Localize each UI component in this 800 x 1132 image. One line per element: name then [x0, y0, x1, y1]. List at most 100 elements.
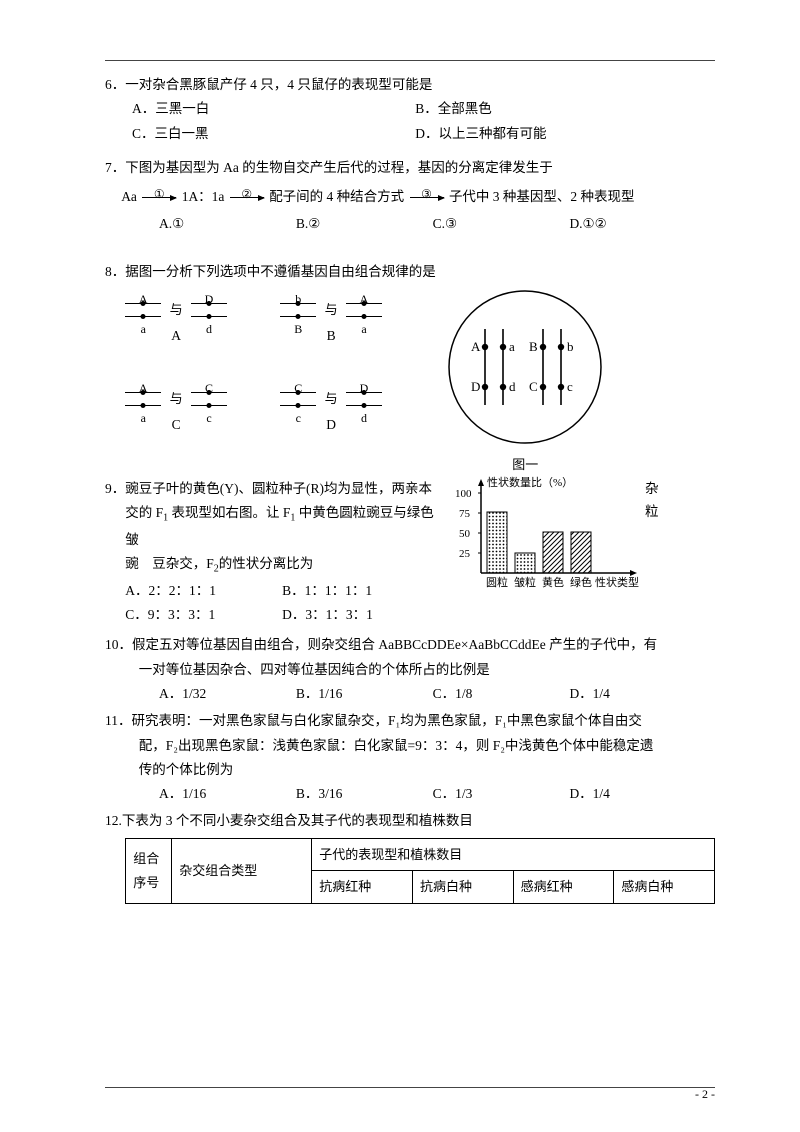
q7-flow: Aa ① 1A：1a ② 配子间的 4 种结合方式 ③ 子代中 3 种基因型、2… — [105, 184, 715, 208]
q12-table-wrap: 组合序号 杂交组合类型 子代的表现型和植株数目 抗病红种 抗病白种 感病红种 感… — [105, 838, 715, 904]
q6-c: C．三白一黑 — [132, 122, 412, 146]
svg-text:A: A — [471, 339, 481, 354]
q7-t1: Aa — [121, 185, 137, 209]
svg-text:圆粒: 圆粒 — [486, 575, 508, 589]
q9-chart: 性状数量比（%） 25 50 75 100 圆粒 皱粒 黄色 绿色 — [453, 473, 643, 606]
chrom-label: a — [361, 319, 366, 341]
question-8: 8．据图一分析下列选项中不遵循基因自由组合规律的是 A a 与 D d A b — [105, 260, 715, 472]
q9-a: A．2：2：1：1 — [125, 579, 278, 603]
chrom-label: b — [295, 289, 301, 311]
q8-pair-d: C c 与 D d D — [280, 386, 382, 438]
q9-opts2: C．9：3：3：1 D．3：1：3：1 — [105, 603, 445, 627]
q11-d: D．1/4 — [569, 782, 702, 806]
table-row: 组合序号 杂交组合类型 子代的表现型和植株数目 — [126, 838, 715, 870]
q9-b: B．1：1：1：1 — [282, 579, 435, 603]
chrom-label: A — [139, 289, 148, 311]
chrom-label: c — [296, 408, 301, 430]
svg-text:75: 75 — [459, 508, 471, 520]
q11-options: A．1/16 B．3/16 C．1/3 D．1/4 — [105, 782, 715, 806]
q7-arrow-3: ③ — [408, 185, 446, 209]
q10-options: A．1/32 B．1/16 C．1/8 D．1/4 — [105, 682, 715, 706]
chrom-label: d — [206, 319, 212, 341]
chrom-label: a — [141, 319, 146, 341]
q12-c3: 感病红种 — [513, 871, 614, 903]
chrom-label: D — [205, 289, 214, 311]
q9-line2: 交的 F1 表现型如右图。让 F1 中黄色圆粒豌豆与绿色皱 — [105, 501, 445, 552]
q12-c2: 抗病白种 — [412, 871, 513, 903]
q10-c: C．1/8 — [433, 682, 566, 706]
q9-line3: 豌 豆杂交，F2的性状分离比为 — [105, 552, 445, 579]
q9-rt2: 粒 — [645, 500, 659, 524]
q12-stem: 12.下表为 3 个不同小麦杂交组合及其子代的表现型和植株数目 — [105, 809, 715, 833]
q8-pair-c: A a 与 C c C — [125, 386, 227, 438]
q7-a: A.① — [159, 212, 292, 236]
q7-options: A.① B.② C.③ D.①② — [105, 212, 715, 236]
q12-c1: 抗病红种 — [312, 871, 413, 903]
svg-text:a: a — [509, 339, 515, 354]
q11-b: B．3/16 — [296, 782, 429, 806]
chrom-label: C — [294, 378, 302, 400]
q12-h2: 杂交组合类型 — [172, 838, 312, 903]
q7-stem: 7．下图为基因型为 Aa 的生物自交产生后代的过程，基因的分离定律发生于 — [105, 156, 715, 180]
q10-b: B．1/16 — [296, 682, 429, 706]
q9-d: D．3：1：3：1 — [282, 603, 435, 627]
q10-stem2: 一对等位基因杂合、四对等位基因纯合的个体所占的比例是 — [105, 658, 715, 682]
q11-a: A．1/16 — [159, 782, 292, 806]
q7-arrow-1: ① — [140, 185, 178, 209]
chrom-label: a — [141, 408, 146, 430]
q9-line1: 9．豌豆子叶的黄色(Y)、圆粒种子(R)均为显性，两亲本 — [105, 477, 445, 501]
q8-diagrams: A a 与 D d A b B 与 A a — [125, 291, 715, 473]
chrom-label: A — [360, 289, 369, 311]
q12-c4: 感病白种 — [614, 871, 715, 903]
chrom-label: D — [360, 378, 369, 400]
q7-circ3: ③ — [421, 184, 432, 206]
question-6: 6．一对杂合黑豚鼠产仔 4 只，4 只鼠仔的表现型可能是 A．三黑一白 B．全部… — [105, 73, 715, 146]
q11-stem3: 传的个体比例为 — [105, 758, 715, 782]
svg-text:c: c — [567, 379, 573, 394]
svg-text:皱粒: 皱粒 — [514, 575, 536, 589]
q9-rt1: 杂 — [645, 477, 659, 501]
yu-text: 与 — [325, 387, 338, 410]
q6-stem: 6．一对杂合黑豚鼠产仔 4 只，4 只鼠仔的表现型可能是 — [105, 73, 715, 97]
svg-text:黄色: 黄色 — [542, 575, 564, 589]
question-11: 11．研究表明：一对黑色家鼠与白化家鼠杂交，F₁均为黑色家鼠，F₁中黑色家鼠个体… — [105, 709, 715, 806]
q8-pair-b: b B 与 A a B — [280, 297, 382, 349]
q11-stem: 11．研究表明：一对黑色家鼠与白化家鼠杂交，F₁均为黑色家鼠，F₁中黑色家鼠个体… — [105, 709, 715, 733]
question-10: 10．假定五对等位基因自由组合，则杂交组合 AaBBCcDDEe×AaBbCCd… — [105, 633, 715, 706]
q7-t2: 1A：1a — [182, 185, 225, 209]
svg-text:25: 25 — [459, 548, 471, 560]
svg-text:D: D — [471, 379, 480, 394]
q9-text: 9．豌豆子叶的黄色(Y)、圆粒种子(R)均为显性，两亲本 交的 F1 表现型如右… — [105, 477, 445, 628]
q7-c: C.③ — [433, 212, 566, 236]
svg-text:100: 100 — [455, 488, 472, 500]
q7-arrow-2: ② — [228, 185, 266, 209]
q7-t4: 子代中 3 种基因型、2 种表现型 — [449, 185, 635, 209]
q6-b: B．全部黑色 — [415, 97, 695, 121]
svg-text:50: 50 — [459, 528, 471, 540]
q12-h3: 子代的表现型和植株数目 — [312, 838, 715, 870]
chrom-label: d — [361, 408, 367, 430]
q11-c: C．1/3 — [433, 782, 566, 806]
q6-options-row1: A．三黑一白 B．全部黑色 — [105, 97, 715, 121]
page-footer: - 2 - — [695, 1084, 715, 1106]
q9-opts1: A．2：2：1：1 B．1：1：1：1 — [105, 579, 445, 603]
chrom-label: c — [206, 408, 211, 430]
q7-b: B.② — [296, 212, 429, 236]
chrom-label: C — [205, 378, 213, 400]
question-7: 7．下图为基因型为 Aa 的生物自交产生后代的过程，基因的分离定律发生于 Aa … — [105, 156, 715, 237]
q8-stem: 8．据图一分析下列选项中不遵循基因自由组合规律的是 — [105, 260, 715, 284]
svg-text:B: B — [529, 339, 538, 354]
q11-stem2: 配，F₂出现黑色家鼠：浅黄色家鼠：白化家鼠=9：3：4，则 F₂中浅黄色个体中能… — [105, 734, 715, 758]
q7-circ2: ② — [241, 184, 252, 206]
q10-d: D．1/4 — [569, 682, 702, 706]
svg-text:b: b — [567, 339, 574, 354]
q7-circ1: ① — [154, 184, 165, 206]
q6-d: D．以上三种都有可能 — [415, 122, 695, 146]
q7-d: D.①② — [569, 212, 702, 236]
yu-text: 与 — [170, 387, 183, 410]
q8-pair-a: A a 与 D d A — [125, 297, 227, 349]
question-9: 9．豌豆子叶的黄色(Y)、圆粒种子(R)均为显性，两亲本 交的 F1 表现型如右… — [105, 477, 715, 628]
svg-text:性状类型: 性状类型 — [595, 575, 639, 589]
q7-t3: 配子间的 4 种结合方式 — [269, 185, 404, 209]
q6-a: A．三黑一白 — [132, 97, 412, 121]
